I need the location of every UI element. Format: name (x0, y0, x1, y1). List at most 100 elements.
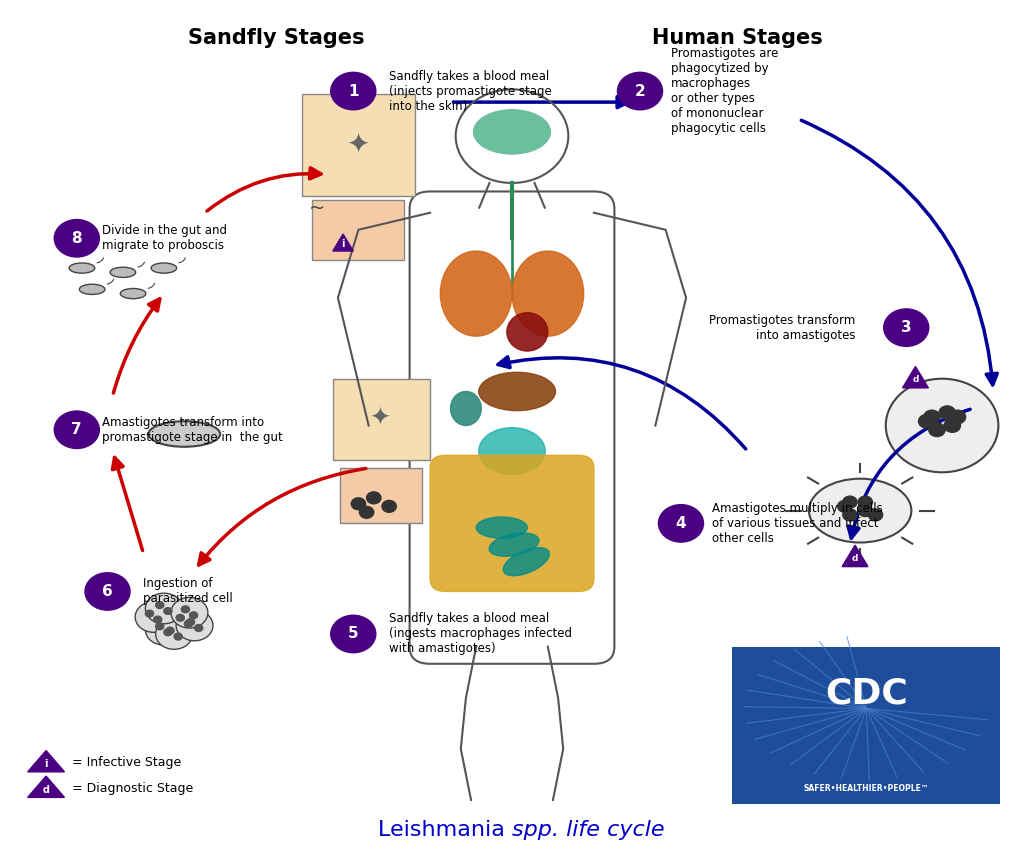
Ellipse shape (809, 478, 911, 543)
FancyBboxPatch shape (340, 468, 422, 523)
Circle shape (868, 509, 883, 521)
Text: 5: 5 (348, 626, 358, 642)
Text: SAFER•HEALTHIER•PEOPLE™: SAFER•HEALTHIER•PEOPLE™ (804, 785, 929, 793)
Polygon shape (28, 751, 65, 772)
Circle shape (186, 619, 195, 625)
Ellipse shape (151, 263, 177, 273)
Ellipse shape (479, 428, 545, 475)
Circle shape (189, 612, 198, 619)
Circle shape (929, 423, 945, 437)
Circle shape (367, 492, 381, 504)
Text: i: i (341, 239, 345, 249)
Circle shape (181, 606, 189, 613)
Text: Promastigotes transform
into amastigotes: Promastigotes transform into amastigotes (709, 314, 855, 341)
Text: 2: 2 (635, 83, 645, 99)
Text: 4: 4 (676, 516, 686, 531)
Circle shape (843, 496, 857, 508)
FancyBboxPatch shape (333, 379, 430, 460)
Text: spp. life cycle: spp. life cycle (512, 820, 665, 840)
Circle shape (658, 505, 703, 542)
Ellipse shape (451, 391, 481, 426)
Circle shape (156, 619, 193, 649)
Text: i: i (44, 759, 48, 769)
Text: 7: 7 (72, 422, 82, 437)
Circle shape (176, 614, 184, 621)
Ellipse shape (507, 312, 548, 351)
Text: Promastigotes are
phagocytized by
macrophages
or other types
of mononuclear
phag: Promastigotes are phagocytized by macrop… (671, 47, 778, 135)
Circle shape (145, 593, 182, 624)
Circle shape (351, 498, 366, 510)
Circle shape (54, 220, 99, 257)
Text: CDC: CDC (825, 677, 907, 710)
Text: 8: 8 (72, 231, 82, 246)
Circle shape (924, 410, 940, 424)
Text: Leishmania: Leishmania (378, 820, 512, 840)
Ellipse shape (473, 110, 551, 154)
Circle shape (166, 627, 174, 634)
Polygon shape (28, 776, 65, 797)
Ellipse shape (476, 517, 527, 539)
Circle shape (944, 419, 961, 432)
Circle shape (166, 606, 203, 637)
Text: ✦: ✦ (371, 407, 391, 431)
Text: Sandfly takes a blood meal
(ingests macrophages infected
with amastigotes): Sandfly takes a blood meal (ingests macr… (389, 613, 572, 655)
Ellipse shape (512, 251, 584, 336)
Circle shape (176, 610, 213, 641)
FancyBboxPatch shape (732, 647, 1000, 804)
Circle shape (135, 602, 172, 632)
Text: 6: 6 (102, 584, 113, 599)
Circle shape (886, 379, 998, 472)
Text: Divide in the gut and
migrate to proboscis: Divide in the gut and migrate to probosc… (102, 225, 227, 252)
Ellipse shape (489, 533, 539, 557)
Ellipse shape (148, 421, 220, 447)
Ellipse shape (479, 373, 555, 411)
Circle shape (858, 496, 872, 508)
Circle shape (145, 614, 182, 645)
Ellipse shape (70, 263, 94, 273)
Text: Sandfly takes a blood meal
(injects promastigote stage
into the skin): Sandfly takes a blood meal (injects prom… (389, 70, 552, 112)
Text: 1: 1 (348, 83, 358, 99)
Text: Ingestion of
parasitized cell: Ingestion of parasitized cell (143, 578, 233, 605)
Circle shape (359, 506, 374, 518)
Ellipse shape (440, 251, 512, 336)
Circle shape (184, 620, 193, 627)
Ellipse shape (503, 547, 550, 576)
Text: 3: 3 (901, 320, 911, 335)
Text: ~: ~ (309, 199, 326, 218)
Circle shape (174, 633, 182, 640)
Text: d: d (912, 375, 919, 384)
Circle shape (145, 610, 154, 617)
Circle shape (154, 616, 162, 623)
Circle shape (382, 500, 396, 512)
Circle shape (939, 406, 955, 420)
Circle shape (331, 615, 376, 653)
Text: Amastigotes transform into
promastigote stage in  the gut: Amastigotes transform into promastigote … (102, 416, 284, 443)
Text: Human Stages: Human Stages (652, 28, 822, 49)
Text: = Infective Stage: = Infective Stage (72, 756, 181, 769)
Circle shape (843, 509, 857, 521)
Ellipse shape (121, 288, 146, 299)
Circle shape (949, 410, 966, 424)
Text: d: d (852, 554, 858, 563)
Circle shape (884, 309, 929, 346)
Circle shape (164, 629, 172, 636)
FancyBboxPatch shape (430, 455, 594, 591)
Text: Amastigotes multiply in cells
of various tissues and infect
other cells: Amastigotes multiply in cells of various… (712, 502, 883, 545)
Circle shape (85, 573, 130, 610)
FancyBboxPatch shape (302, 94, 415, 196)
Polygon shape (842, 545, 868, 567)
Polygon shape (902, 367, 929, 388)
Circle shape (156, 602, 164, 608)
Text: Sandfly Stages: Sandfly Stages (188, 28, 365, 49)
Polygon shape (333, 234, 353, 251)
Circle shape (617, 72, 663, 110)
Circle shape (54, 411, 99, 448)
Text: d: d (43, 785, 49, 795)
Ellipse shape (80, 284, 104, 294)
Circle shape (331, 72, 376, 110)
Circle shape (919, 414, 935, 428)
Circle shape (838, 500, 852, 512)
Circle shape (171, 597, 208, 628)
Text: ✦: ✦ (347, 131, 370, 158)
Circle shape (195, 625, 203, 631)
